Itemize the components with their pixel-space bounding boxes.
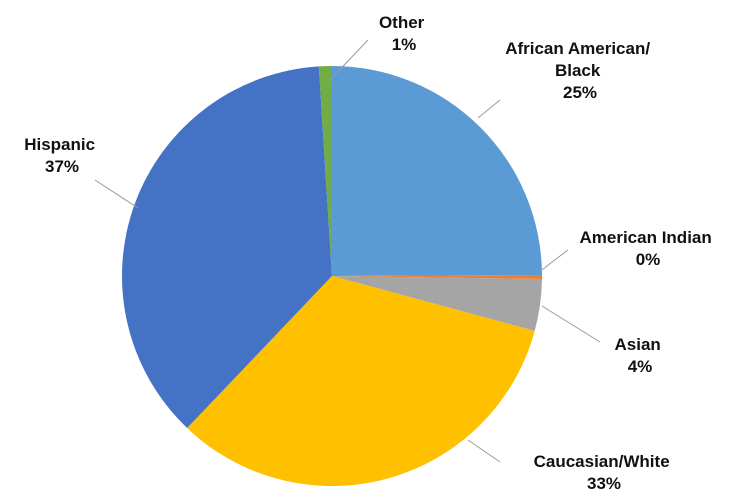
leader-line-asian — [541, 305, 601, 343]
pie-slice-hispanic — [122, 66, 333, 429]
pie-slice-african-american-black — [332, 66, 542, 276]
pie-slice-other — [318, 66, 332, 276]
pie-slice-asian — [332, 276, 542, 331]
pie-slice-caucasian-white — [187, 276, 535, 486]
leader-line-african-american — [477, 99, 501, 119]
label-caucasian: Caucasian/White 33% — [534, 452, 675, 493]
pie-slice-american-indian — [332, 275, 543, 279]
label-african-american: African American/ Black 25% — [505, 39, 655, 102]
leader-line-caucasian — [467, 439, 501, 463]
label-american-indian: American Indian 0% — [580, 228, 717, 269]
leader-line-hispanic — [94, 179, 139, 209]
label-hispanic: Hispanic 37% — [24, 135, 100, 176]
label-other: Other 1% — [379, 13, 429, 54]
leader-line-other — [327, 39, 369, 83]
pie-slices — [122, 66, 543, 486]
leader-lines — [94, 39, 601, 463]
label-asian: Asian 4% — [614, 335, 665, 376]
leader-line-american-indian — [541, 249, 569, 271]
